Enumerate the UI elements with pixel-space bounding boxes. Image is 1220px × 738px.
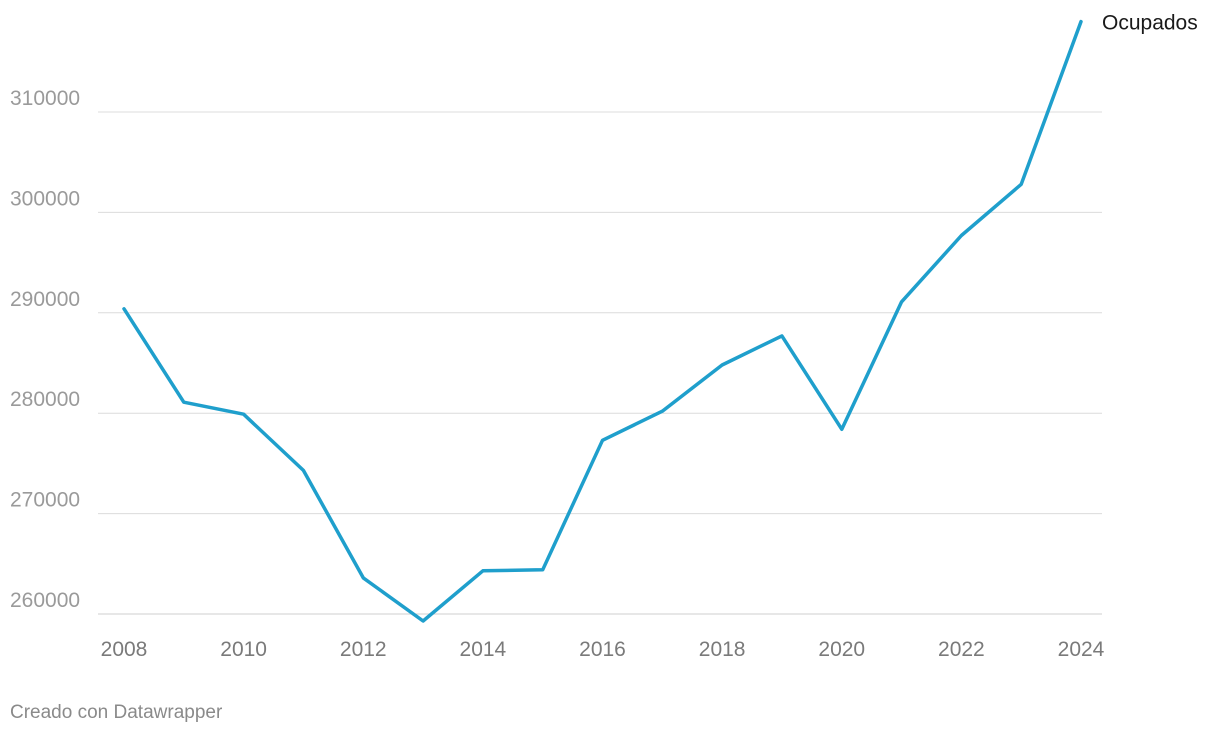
x-tick-label: 2008	[101, 638, 148, 661]
y-tick-label: 300000	[10, 187, 80, 210]
x-tick-label: 2012	[340, 638, 387, 661]
x-tick-label: 2022	[938, 638, 985, 661]
x-tick-label: 2018	[699, 638, 746, 661]
y-tick-label: 270000	[10, 489, 80, 512]
x-tick-label: 2016	[579, 638, 626, 661]
y-tick-label: 310000	[10, 87, 80, 110]
x-tick-label: 2014	[460, 638, 507, 661]
y-tick-label: 290000	[10, 288, 80, 311]
series-labels: Ocupados	[1102, 12, 1198, 35]
y-tick-label: 280000	[10, 388, 80, 411]
x-tick-label: 2020	[818, 638, 865, 661]
y-axis-ticks: 260000 270000 280000 290000 300000 310000	[10, 87, 80, 612]
series-label: Ocupados	[1102, 12, 1198, 35]
x-tick-label: 2024	[1058, 638, 1105, 661]
credit-text: Creado con Datawrapper	[10, 702, 223, 723]
series-lines	[122, 19, 1083, 623]
x-tick-label: 2010	[220, 638, 267, 661]
series-line-ocupados	[122, 19, 1083, 623]
gridlines	[98, 111, 1102, 615]
y-tick-label: 260000	[10, 589, 80, 612]
x-axis-ticks: 2008 2010 2012 2014 2016 2018 2020 2022 2024	[101, 638, 1105, 661]
